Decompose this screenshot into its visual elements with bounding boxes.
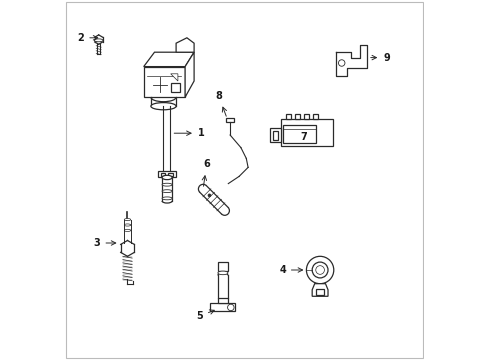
FancyBboxPatch shape [158, 171, 176, 177]
Ellipse shape [124, 224, 130, 226]
FancyBboxPatch shape [280, 119, 332, 146]
Ellipse shape [124, 219, 130, 221]
Ellipse shape [162, 197, 172, 200]
FancyBboxPatch shape [210, 303, 235, 311]
Text: 6: 6 [202, 159, 210, 186]
Circle shape [306, 256, 333, 284]
FancyBboxPatch shape [294, 114, 299, 119]
Polygon shape [176, 38, 194, 52]
Ellipse shape [124, 229, 130, 231]
Text: 2: 2 [78, 33, 98, 43]
Circle shape [338, 60, 344, 66]
Ellipse shape [218, 271, 227, 275]
FancyBboxPatch shape [170, 83, 179, 92]
Polygon shape [185, 52, 194, 97]
FancyBboxPatch shape [226, 118, 233, 122]
Circle shape [227, 304, 234, 311]
Ellipse shape [162, 190, 172, 193]
FancyBboxPatch shape [285, 114, 290, 119]
FancyBboxPatch shape [312, 114, 317, 119]
Ellipse shape [151, 103, 176, 110]
FancyBboxPatch shape [218, 298, 227, 303]
FancyBboxPatch shape [270, 128, 280, 142]
Text: 4: 4 [279, 265, 302, 275]
Polygon shape [170, 74, 178, 81]
Text: 1: 1 [174, 128, 204, 138]
FancyBboxPatch shape [283, 125, 315, 143]
Circle shape [311, 262, 327, 278]
Ellipse shape [94, 39, 103, 42]
FancyBboxPatch shape [315, 289, 324, 295]
Text: 9: 9 [370, 53, 389, 63]
FancyBboxPatch shape [218, 262, 227, 271]
Polygon shape [311, 284, 327, 296]
FancyBboxPatch shape [160, 173, 164, 176]
Text: 3: 3 [94, 238, 116, 248]
FancyBboxPatch shape [143, 67, 185, 97]
Ellipse shape [162, 175, 172, 180]
Text: 7: 7 [300, 132, 306, 142]
Ellipse shape [162, 183, 172, 186]
FancyBboxPatch shape [303, 114, 308, 119]
FancyBboxPatch shape [168, 173, 172, 176]
Polygon shape [143, 52, 194, 67]
Circle shape [207, 194, 210, 197]
Circle shape [315, 266, 324, 274]
Text: 8: 8 [215, 91, 226, 116]
FancyBboxPatch shape [272, 131, 278, 140]
Text: 5: 5 [196, 310, 214, 321]
